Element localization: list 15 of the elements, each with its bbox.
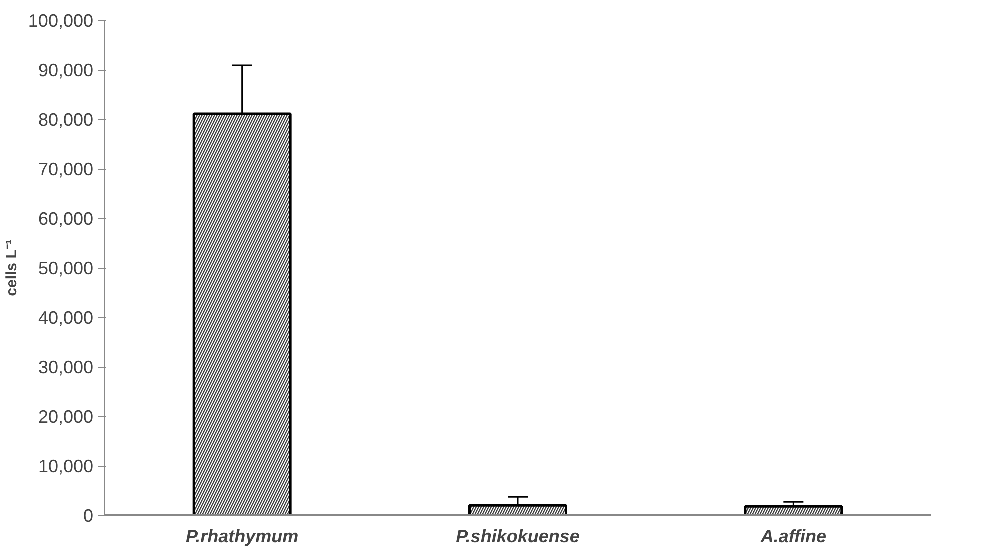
y-tick-label: 50,000	[38, 258, 94, 278]
y-tick-label: 60,000	[38, 209, 94, 229]
y-tick-label: 80,000	[38, 110, 94, 130]
y-tick-label: 90,000	[38, 60, 94, 80]
y-tick-label: 100,000	[28, 11, 94, 31]
y-tick-label: 30,000	[38, 358, 94, 378]
y-tick-label: 10,000	[38, 456, 94, 476]
x-tick-label: P.rhathymum	[186, 526, 299, 546]
x-tick-label: P.shikokuense	[456, 526, 580, 546]
y-tick-label: 70,000	[38, 160, 94, 180]
y-tick-label: 40,000	[38, 308, 94, 328]
y-axis-title: cells L⁻¹	[3, 240, 20, 296]
y-tick-label: 20,000	[38, 407, 94, 427]
y-tick-label: 0	[83, 506, 94, 526]
x-tick-label: A.affine	[760, 526, 827, 546]
